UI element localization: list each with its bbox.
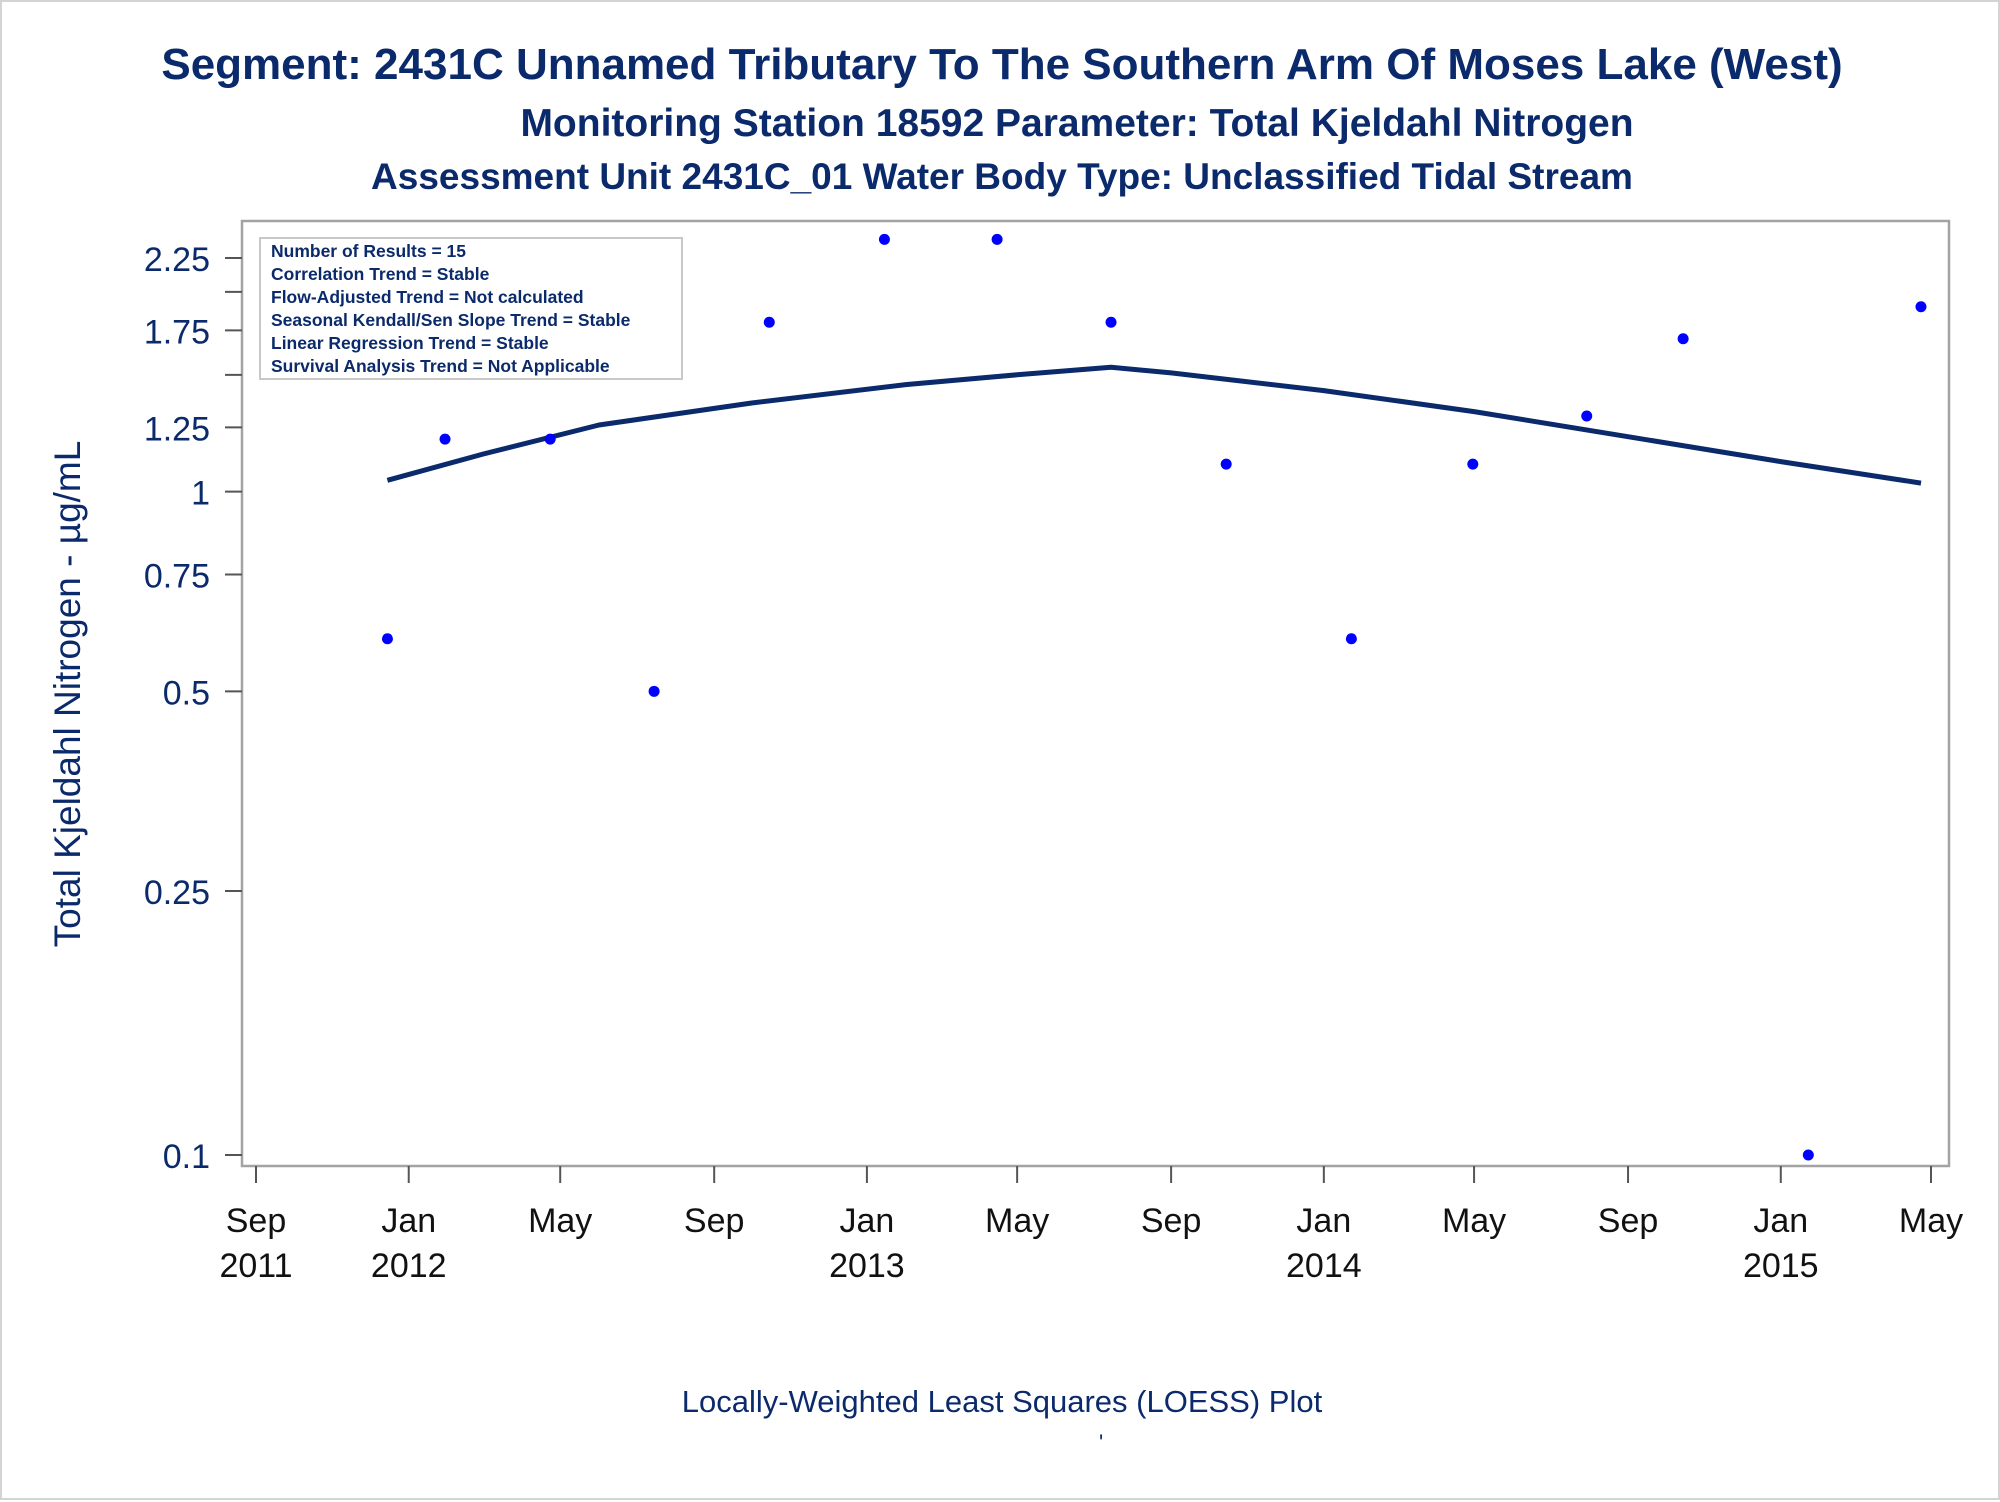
y-tick-label: 1: [191, 475, 210, 513]
x-tick-year-label: 2011: [219, 1247, 292, 1285]
x-tick-year-label: 2013: [829, 1247, 905, 1285]
data-point: [1915, 301, 1927, 313]
info-box-line: Linear Regression Trend = Stable: [271, 333, 549, 353]
info-box-line: Survival Analysis Trend = Not Applicable: [271, 356, 610, 376]
chart-title: Segment: 2431C Unnamed Tributary To The …: [161, 40, 1843, 89]
chart-subtitle-2: Assessment Unit 2431C_01 Water Body Type…: [371, 156, 1633, 197]
data-point: [439, 433, 451, 445]
data-point: [648, 685, 660, 697]
data-point: [1105, 316, 1117, 328]
plot-frame: [240, 219, 1951, 1168]
y-tick-label: 2.25: [144, 241, 210, 279]
x-tick-year-label: 2012: [371, 1247, 447, 1285]
x-tick-label: Sep: [1141, 1202, 1202, 1240]
x-tick-label: May: [1442, 1202, 1506, 1240]
x-tick-year-label: 2015: [1743, 1247, 1819, 1285]
x-tick-label: Sep: [1598, 1202, 1659, 1240]
data-point: [1467, 458, 1479, 470]
data-point: [381, 633, 393, 645]
info-box-line: Correlation Trend = Stable: [271, 264, 490, 284]
info-box-line: Number of Results = 15: [271, 241, 466, 261]
x-tick-label: Jan: [839, 1202, 894, 1240]
data-point: [1220, 458, 1232, 470]
y-tick-label: 1.25: [144, 410, 210, 448]
y-tick-label: 1.75: [144, 313, 210, 351]
y-tick-label: 0.1: [163, 1138, 210, 1176]
x-tick-label: May: [1899, 1202, 1963, 1240]
y-tick-label: 0.25: [144, 874, 210, 912]
data-point: [878, 233, 890, 245]
y-tick-label: 0.75: [144, 558, 210, 596]
y-tick-label: 0.5: [163, 674, 210, 712]
y-axis-title: Total Kjeldahl Nitrogen - µg/mL: [47, 441, 88, 948]
data-point: [991, 233, 1003, 245]
x-tick-label: May: [528, 1202, 592, 1240]
data-point: [544, 433, 556, 445]
data-point: [1345, 633, 1357, 645]
x-tick-label: May: [985, 1202, 1049, 1240]
x-axis-caption: Locally-Weighted Least Squares (LOESS) P…: [681, 1384, 1323, 1419]
data-point: [1802, 1149, 1814, 1161]
data-point: [1677, 333, 1689, 345]
data-point: [763, 316, 775, 328]
info-box: [259, 237, 683, 380]
footer-mark: ': [1099, 1430, 1104, 1455]
x-tick-label: Sep: [684, 1202, 745, 1240]
data-point: [1581, 410, 1593, 422]
info-box-line: Flow-Adjusted Trend = Not calculated: [271, 287, 584, 307]
x-tick-label: Sep: [226, 1202, 287, 1240]
x-tick-year-label: 2014: [1286, 1247, 1362, 1285]
x-tick-label: Jan: [381, 1202, 436, 1240]
chart-subtitle: Monitoring Station 18592 Parameter: Tota…: [520, 102, 1634, 145]
x-tick-label: Jan: [1753, 1202, 1808, 1240]
x-tick-label: Jan: [1296, 1202, 1351, 1240]
info-box-line: Seasonal Kendall/Sen Slope Trend = Stabl…: [271, 310, 631, 330]
loess-line: [386, 364, 1922, 486]
